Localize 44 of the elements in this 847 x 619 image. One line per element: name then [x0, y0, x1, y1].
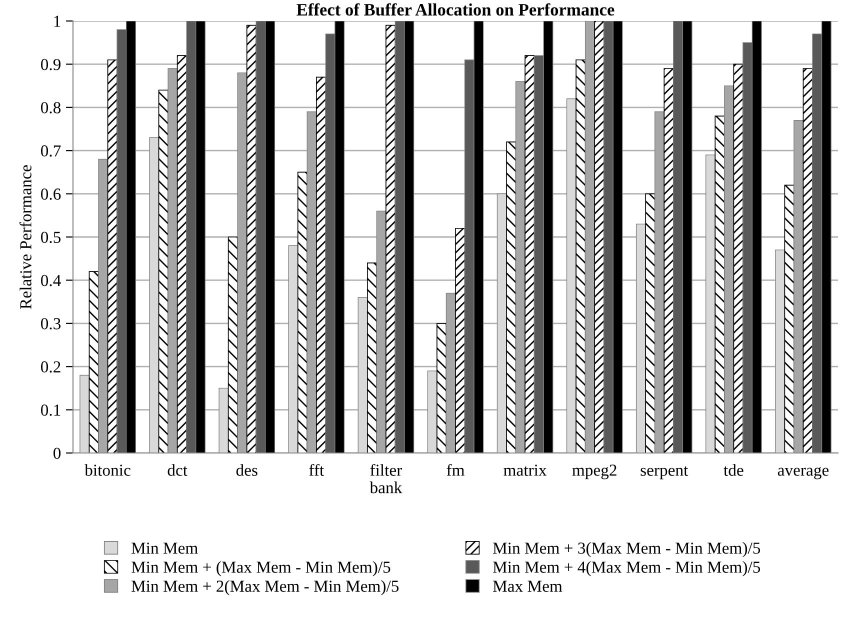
x-tick-label: matrix — [504, 464, 547, 476]
legend-label: Min Mem + (Max Mem - Min Mem)/5 — [132, 561, 390, 576]
legend-label: Min Mem + 3(Max Mem - Min Mem)/5 — [493, 542, 760, 558]
x-tick-label: fft — [309, 464, 324, 476]
x-tick-label: average — [778, 467, 829, 480]
y-tick-label: 0.5 — [40, 232, 61, 244]
x-tick-label: dct — [168, 464, 188, 476]
bar — [246, 24, 257, 453]
y-tick-label: 0 — [53, 448, 61, 459]
x-tick-label: fm — [446, 464, 464, 476]
x-tick-label: tde — [724, 464, 744, 476]
y-tick-label: 0.2 — [40, 361, 60, 373]
bar — [316, 76, 326, 453]
y-tick-label: 0.4 — [40, 274, 61, 286]
bar — [645, 193, 656, 453]
y-tick-label: 0.8 — [40, 102, 61, 114]
legend-label: Min Mem + 4(Max Mem - Min Mem)/5 — [493, 561, 760, 576]
y-tick-label: 0.1 — [40, 404, 60, 416]
chart-title: Effect of Buffer Allocation on Performance — [296, 3, 614, 16]
x-tick-label: bitonic — [84, 464, 130, 476]
bar — [455, 228, 466, 453]
y-tick-label: 0.7 — [40, 145, 61, 157]
legend-label: Min Mem — [132, 542, 198, 554]
bar — [594, 21, 604, 453]
legend-label: Max Mem — [493, 580, 562, 592]
bar — [366, 262, 378, 453]
bar — [524, 55, 535, 453]
x-tick-label: mpeg2 — [572, 464, 616, 480]
bar — [576, 59, 586, 453]
x-tick-label: des — [236, 464, 258, 476]
bar — [714, 116, 725, 453]
y-axis-title: Relative Performance — [20, 165, 32, 309]
x-tick-label: serpent — [640, 466, 688, 480]
bar — [386, 24, 396, 453]
y-tick-label: 0.3 — [40, 318, 61, 330]
y-tick-label: 0.6 — [40, 188, 61, 200]
y-tick-label: 0.9 — [40, 58, 61, 70]
bar — [297, 172, 308, 453]
bar — [664, 68, 674, 453]
y-tick-label: 1 — [54, 16, 60, 27]
legend-label: Min Mem + 2(Max Mem - Min Mem)/5 — [132, 580, 399, 596]
x-tick-label: filter bank — [370, 464, 402, 494]
bar — [506, 142, 516, 453]
bar — [436, 322, 447, 453]
